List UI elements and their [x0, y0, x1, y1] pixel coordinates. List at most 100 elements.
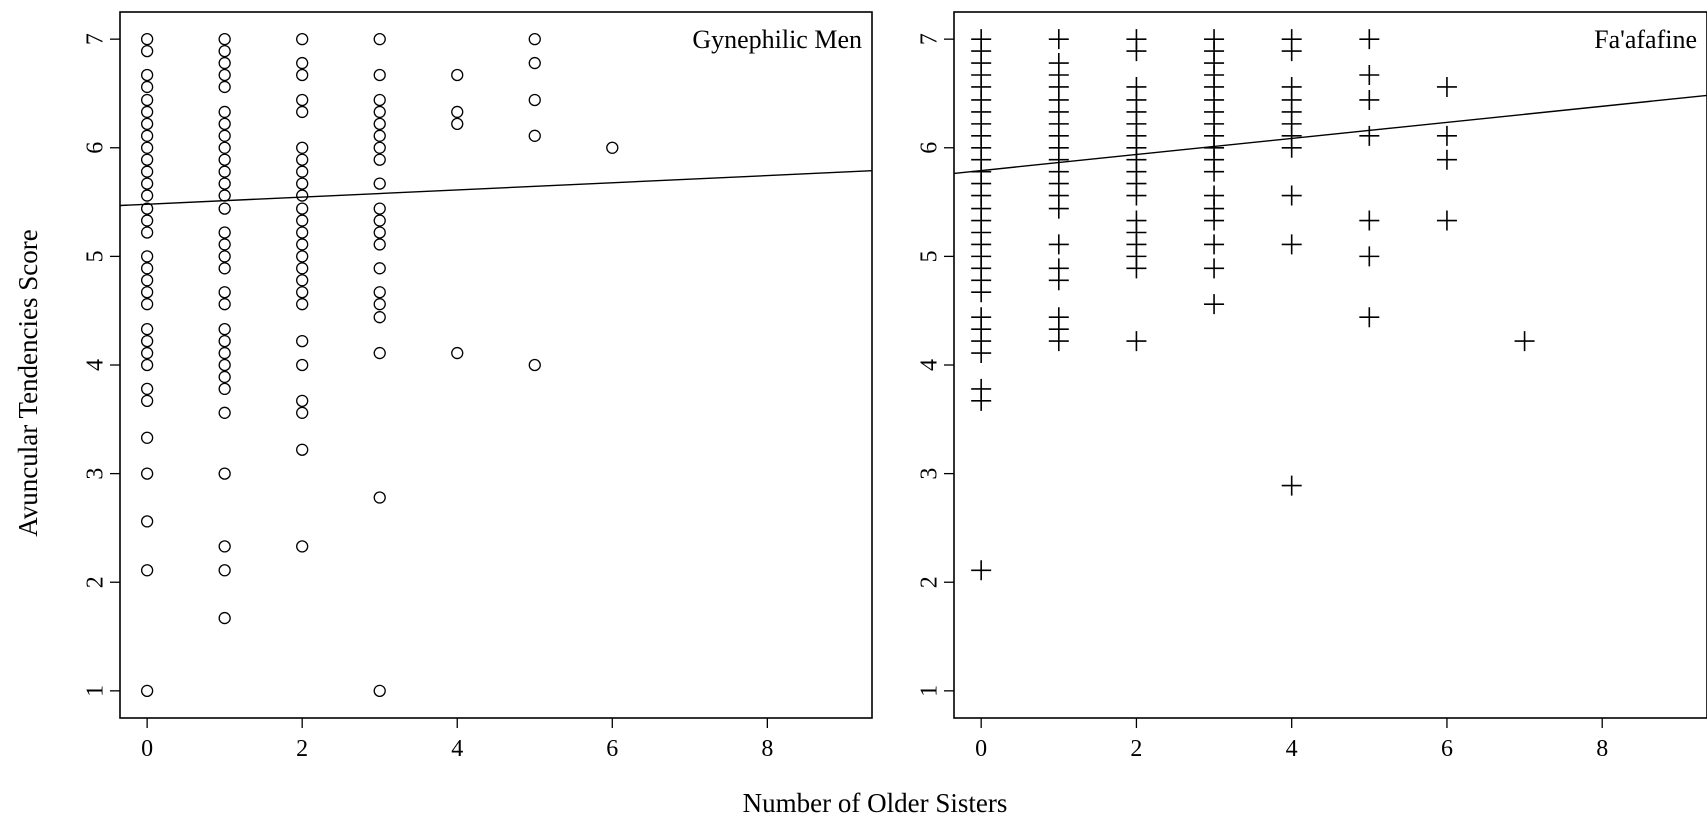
data-point	[218, 250, 231, 263]
data-point	[296, 189, 309, 202]
data-point	[218, 80, 231, 94]
data-point	[140, 286, 154, 299]
x-tick-label: 2	[1130, 736, 1142, 762]
data-point	[1204, 258, 1225, 279]
data-point	[140, 226, 154, 239]
data-point	[528, 93, 541, 107]
data-point	[373, 141, 386, 154]
data-point	[1359, 89, 1380, 110]
data-point	[296, 226, 309, 239]
data-point	[218, 68, 231, 82]
data-point	[1281, 41, 1302, 62]
data-point	[1359, 210, 1380, 231]
data-point	[140, 129, 154, 142]
data-point	[373, 311, 386, 324]
y-tick-label: 4	[82, 359, 108, 371]
shared-y-axis-label: Avuncular Tendencies Score	[13, 229, 43, 537]
data-point	[373, 214, 386, 227]
data-point	[373, 346, 386, 360]
data-point	[296, 141, 309, 154]
data-point	[140, 274, 154, 287]
data-point	[1359, 125, 1380, 146]
data-point	[140, 394, 154, 407]
data-point	[971, 560, 992, 581]
data-point	[296, 250, 309, 263]
data-point	[296, 394, 309, 407]
data-point	[140, 214, 154, 227]
data-point	[1359, 246, 1380, 267]
data-point	[218, 226, 231, 239]
data-point	[971, 343, 992, 364]
data-point	[1126, 331, 1147, 352]
shared-x-axis-label: Number of Older Sisters	[743, 788, 1008, 818]
y-tick-label: 2	[82, 576, 108, 588]
data-point	[296, 262, 309, 275]
data-point	[296, 33, 309, 46]
data-point	[1048, 270, 1069, 291]
data-point	[1126, 258, 1147, 279]
y-tick-label: 6	[82, 142, 108, 154]
data-point	[1281, 475, 1302, 496]
x-tick-label: 0	[141, 736, 153, 762]
data-point	[296, 238, 309, 251]
data-point	[218, 44, 231, 58]
data-point	[218, 540, 231, 553]
data-point	[140, 141, 154, 154]
data-point	[296, 93, 309, 107]
data-point	[373, 202, 386, 215]
data-point	[218, 33, 231, 46]
data-point	[140, 346, 154, 360]
data-point	[218, 117, 231, 131]
data-point	[528, 358, 541, 372]
data-point	[140, 189, 154, 202]
data-point	[218, 346, 231, 360]
data-point	[140, 153, 154, 166]
data-point	[218, 323, 231, 336]
data-point	[140, 105, 154, 119]
data-point	[140, 250, 154, 263]
x-tick-label: 6	[606, 736, 618, 762]
points	[971, 29, 1535, 581]
data-point	[373, 153, 386, 166]
data-point	[218, 141, 231, 154]
data-point	[373, 33, 386, 46]
data-point	[140, 382, 154, 396]
data-point	[373, 298, 386, 311]
x-tick-label: 2	[296, 736, 308, 762]
data-point	[1204, 210, 1225, 231]
data-point	[528, 129, 541, 142]
data-point	[218, 564, 231, 577]
plot-frame	[119, 11, 873, 719]
data-point	[1281, 234, 1302, 255]
data-point	[218, 467, 231, 480]
data-point	[296, 334, 309, 348]
data-point	[451, 68, 464, 82]
data-point	[971, 282, 992, 303]
data-point	[140, 431, 154, 444]
data-point	[218, 177, 231, 190]
data-point	[140, 80, 154, 94]
data-point	[140, 165, 154, 178]
data-point	[373, 286, 386, 299]
data-point	[218, 382, 231, 396]
data-point	[140, 44, 154, 58]
data-point	[296, 165, 309, 178]
data-point	[218, 262, 231, 275]
data-point	[218, 105, 231, 119]
y-tick-label: 6	[916, 142, 942, 154]
data-point	[373, 491, 386, 504]
y-tick-label: 1	[916, 685, 942, 697]
data-point	[373, 117, 386, 131]
data-point	[218, 189, 231, 202]
data-point	[296, 298, 309, 311]
data-point	[373, 226, 386, 239]
data-point	[296, 68, 309, 82]
data-point	[1048, 234, 1069, 255]
data-point	[140, 177, 154, 190]
data-point	[1281, 185, 1302, 206]
data-point	[218, 370, 231, 384]
data-point	[1126, 185, 1147, 206]
points	[140, 33, 619, 697]
data-point	[451, 117, 464, 131]
